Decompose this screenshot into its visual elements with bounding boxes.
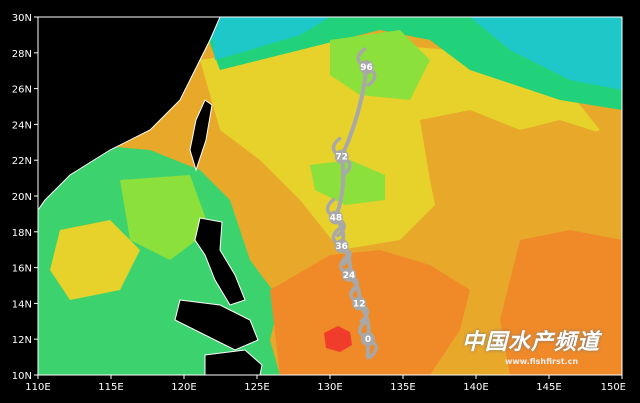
track-point [360, 332, 375, 347]
land-visayas [174, 299, 259, 351]
lon-label: 140E [463, 382, 488, 393]
typhoon-symbol-icon [356, 47, 377, 87]
track-point [359, 60, 374, 75]
lon-label: 135E [390, 382, 415, 393]
sst-teal-northeast [470, 17, 622, 90]
lon-label: 145E [536, 382, 561, 393]
lon-label: 150E [601, 382, 626, 393]
sst-orange-east [500, 230, 622, 375]
sst-lightgreen-mid [310, 160, 385, 205]
lat-label: 18N [12, 228, 32, 239]
land-mindanao [204, 349, 263, 375]
lat-label: 16N [12, 264, 32, 275]
sst-lightgreen-north [330, 30, 430, 100]
typhoon-symbol-icon [338, 255, 359, 295]
lat-label: 22N [12, 156, 32, 167]
lat-label: 10N [12, 371, 32, 382]
land-china [38, 17, 221, 211]
lat-label: 26N [12, 85, 32, 96]
lat-label: 20N [12, 192, 32, 203]
lon-label: 125E [244, 382, 269, 393]
sst-yellow-center [200, 40, 600, 250]
sst-red-spot [324, 326, 352, 352]
sst-field [38, 17, 622, 375]
lat-label: 14N [12, 299, 32, 310]
track-point [334, 239, 349, 254]
sst-yellow-west [50, 220, 140, 300]
sst-teal-north [210, 17, 330, 60]
lon-axis: 110E 115E 120E 125E 130E 135E 140E 145E 150E [25, 375, 626, 393]
typhoon-track: 0 12 24 36 48 72 96 [325, 47, 378, 360]
track-hour-label: 36 [335, 242, 348, 252]
typhoon-symbol-icon [331, 226, 352, 266]
lon-label: 130E [317, 382, 342, 393]
sst-lightgreen-west [120, 175, 210, 260]
lat-label: 30N [12, 13, 32, 24]
typhoon-symbol-icon [331, 136, 352, 177]
lat-axis: 30N 28N 26N 24N 22N 20N 18N 16N 14N 12N 10N [12, 13, 38, 382]
typhoon-symbol-icon [357, 319, 378, 359]
lat-label: 28N [12, 49, 32, 60]
track-point [341, 267, 356, 282]
lat-label: 12N [12, 335, 32, 346]
track-hour-label: 12 [353, 299, 366, 309]
track-hour-label: 96 [360, 63, 373, 73]
watermark-text: 中国水产频道 [462, 330, 601, 355]
track-point [352, 296, 367, 311]
lon-label: 115E [98, 382, 123, 393]
track-hour-label: 48 [330, 213, 343, 223]
track-hour-label: 0 [365, 335, 371, 345]
watermark-url: www.fishfirst.cn [505, 357, 579, 366]
sst-orange-south [270, 250, 470, 375]
land-taiwan [189, 99, 213, 172]
lat-label: 24N [12, 120, 32, 131]
track-point [334, 149, 349, 164]
track-hour-label: 24 [343, 271, 356, 281]
lon-label: 110E [25, 382, 50, 393]
typhoon-symbol-icon [325, 197, 346, 238]
track-hour-label: 72 [335, 153, 348, 163]
track-point [328, 210, 343, 225]
lon-label: 120E [171, 382, 196, 393]
land-luzon [194, 217, 246, 306]
